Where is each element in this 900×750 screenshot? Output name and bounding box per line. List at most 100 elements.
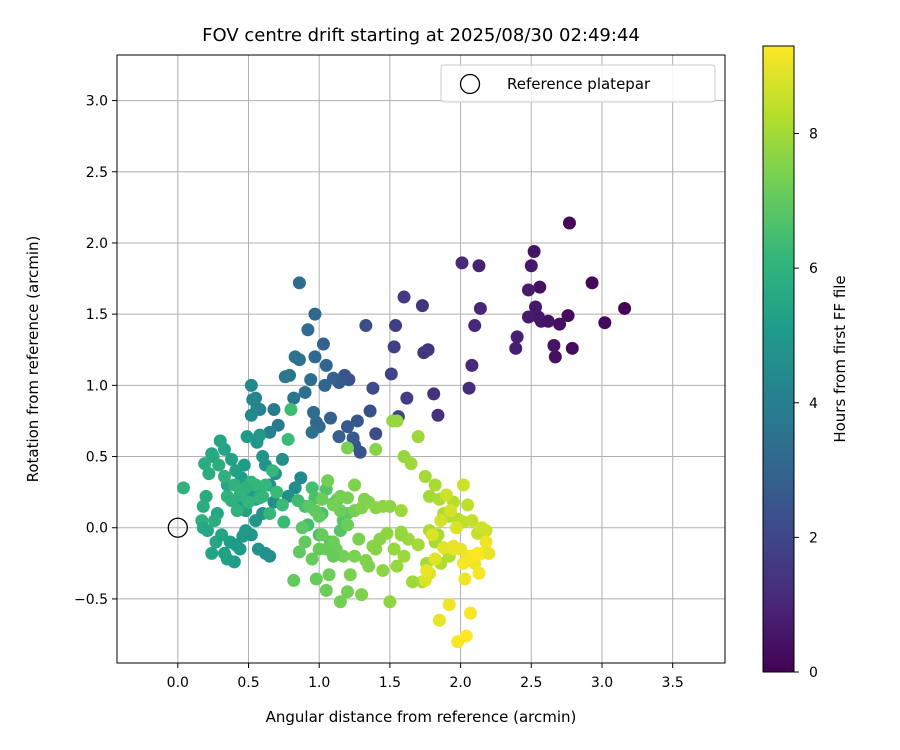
data-point <box>462 381 476 395</box>
data-point <box>411 430 425 444</box>
data-point <box>562 216 576 230</box>
data-point <box>305 481 319 495</box>
data-point <box>444 504 458 518</box>
y-tick-label: 2.5 <box>86 165 108 181</box>
data-point <box>352 532 366 546</box>
data-point <box>271 418 285 432</box>
data-point <box>205 546 219 560</box>
data-point <box>225 452 239 466</box>
data-point <box>340 585 354 599</box>
data-point <box>472 566 486 580</box>
data-point <box>275 452 289 466</box>
data-point <box>263 506 277 520</box>
grid-lines <box>117 55 725 663</box>
data-point <box>437 541 451 555</box>
data-point <box>208 514 222 528</box>
data-point <box>473 301 487 315</box>
data-point <box>256 450 270 464</box>
data-point <box>394 528 408 542</box>
data-point <box>287 391 301 405</box>
y-tick-label: 1.0 <box>86 378 108 394</box>
data-point <box>309 415 323 429</box>
data-point <box>229 464 243 478</box>
data-point <box>387 542 401 556</box>
data-point <box>406 575 420 589</box>
data-point <box>227 555 241 569</box>
data-point <box>439 488 453 502</box>
data-point <box>521 310 535 324</box>
x-axis-ticks: 0.0 0.5 1.0 1.5 2.0 2.5 3.0 3.5 <box>167 663 684 691</box>
data-point <box>598 316 612 330</box>
data-point <box>346 431 360 445</box>
data-point <box>202 467 216 481</box>
colorbar-tick-label: 8 <box>809 127 818 143</box>
data-point <box>308 350 322 364</box>
data-point <box>304 373 318 387</box>
legend-label: Reference platepar <box>507 75 651 93</box>
colorbar-label: Hours from first FF file <box>831 275 849 442</box>
plot-frame <box>116 54 726 664</box>
data-point <box>340 491 354 505</box>
data-point <box>369 427 383 441</box>
data-point <box>510 330 524 344</box>
data-point <box>418 469 432 483</box>
data-point <box>427 387 441 401</box>
data-point <box>479 524 493 538</box>
data-point <box>336 549 350 563</box>
data-point <box>263 425 277 439</box>
data-point <box>205 447 219 461</box>
data-point <box>428 552 442 566</box>
data-point <box>277 515 291 529</box>
data-point <box>548 350 562 364</box>
data-point <box>383 595 397 609</box>
x-tick-label: 3.0 <box>591 675 613 691</box>
data-point <box>307 405 321 419</box>
data-point <box>479 535 493 549</box>
data-point <box>295 521 309 535</box>
colorbar: 0 2 4 6 8 Hours from first FF file <box>762 45 849 681</box>
colorbar-tick-label: 4 <box>809 396 818 412</box>
data-point <box>241 495 255 509</box>
data-point <box>442 598 456 612</box>
y-tick-label: 3.0 <box>86 94 108 110</box>
data-point <box>524 259 538 273</box>
data-point <box>468 319 482 333</box>
data-point <box>384 367 398 381</box>
data-point <box>348 549 362 563</box>
data-point <box>461 498 475 512</box>
data-point <box>340 518 354 532</box>
data-point <box>509 341 523 355</box>
data-point <box>266 464 280 478</box>
data-point <box>212 458 226 472</box>
data-point <box>456 556 470 570</box>
data-point <box>213 434 227 448</box>
data-point <box>350 414 364 428</box>
data-point <box>281 432 295 446</box>
data-point <box>292 545 306 559</box>
y-tick-label: 2.0 <box>86 236 108 252</box>
data-point <box>198 457 212 471</box>
data-point <box>428 478 442 492</box>
data-point <box>527 244 541 258</box>
data-point <box>376 563 390 577</box>
data-point <box>362 559 376 573</box>
data-point <box>400 391 414 405</box>
data-point <box>390 414 404 428</box>
data-point <box>397 290 411 304</box>
data-point <box>359 319 373 333</box>
data-point <box>246 393 260 407</box>
data-point <box>287 573 301 587</box>
data-point <box>315 528 329 542</box>
data-point <box>326 371 340 385</box>
data-point <box>267 403 281 417</box>
data-point <box>533 280 547 294</box>
x-tick-label: 0.5 <box>237 675 259 691</box>
data-point <box>369 542 383 556</box>
data-point <box>366 381 380 395</box>
data-point <box>233 542 247 556</box>
colorbar-tick-label: 6 <box>809 261 818 277</box>
data-point <box>316 337 330 351</box>
data-point <box>196 499 210 513</box>
